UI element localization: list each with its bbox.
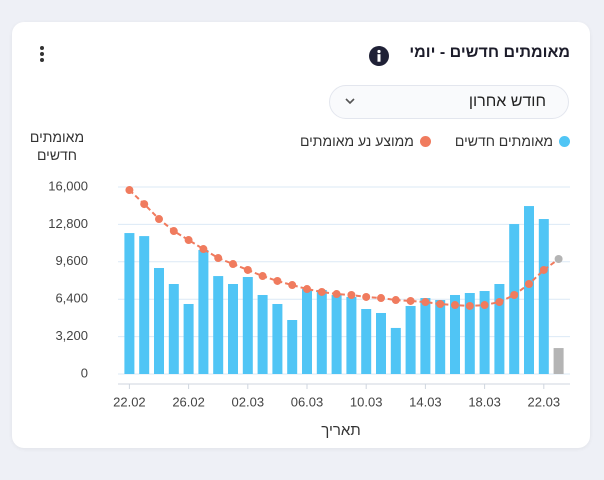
- line-point: [436, 299, 445, 308]
- x-tick-label: 10.03: [350, 394, 383, 409]
- line-point: [347, 290, 356, 299]
- line-point: [199, 245, 208, 254]
- bar: [420, 298, 431, 374]
- bar: [435, 300, 446, 374]
- bar: [450, 294, 460, 374]
- bar: [213, 276, 224, 374]
- line-point: [214, 254, 223, 263]
- line-point: [184, 236, 193, 245]
- line-point: [155, 215, 163, 224]
- y-tick-label: 0: [81, 365, 88, 380]
- x-tick-label: 26.02: [172, 394, 205, 409]
- line-point: [421, 298, 430, 307]
- period-dropdown[interactable]: חודש אחרון: [329, 85, 569, 119]
- line-point: [169, 227, 178, 236]
- line-point: [406, 296, 415, 305]
- line-point: [495, 298, 504, 307]
- chevron: [345, 98, 355, 105]
- bar: [390, 327, 401, 374]
- bar: [509, 224, 520, 374]
- line-point: [243, 265, 252, 274]
- bar: [272, 303, 283, 374]
- bar: [538, 219, 549, 374]
- line-point: [451, 301, 459, 310]
- bar: [464, 293, 475, 374]
- bar: [154, 267, 164, 374]
- card: 0 3,200 6,400 9,600 12,800 16,000 22.02 26.02 02…: [12, 22, 590, 448]
- y-tick-label: 6,400: [55, 291, 88, 306]
- bar: [361, 309, 372, 374]
- bar: [257, 294, 268, 374]
- bar: [346, 296, 357, 374]
- bar: [316, 289, 327, 374]
- bar: [479, 291, 490, 374]
- line-point: [539, 265, 548, 274]
- y-tick-label: 16,000: [48, 178, 88, 193]
- x-tick-label: 18.03: [468, 394, 501, 409]
- bar: [524, 206, 534, 374]
- bar: [124, 233, 135, 374]
- line-point: [525, 280, 533, 289]
- line-point: [510, 290, 519, 299]
- y-tick-label: 9,600: [55, 253, 88, 268]
- menu-button[interactable]: [36, 44, 48, 64]
- line-point: [377, 294, 385, 303]
- line-point: [332, 290, 341, 299]
- bar: [228, 284, 238, 374]
- legend-label: ממוצע נע מאומתים: [299, 133, 414, 149]
- chart-title: מאומתים חדשים - יומי: [409, 44, 570, 61]
- legend-label: מאומתים חדשים: [454, 133, 553, 149]
- line-point: [288, 281, 297, 290]
- legend-swatch: [419, 135, 431, 147]
- line-point: [229, 260, 237, 269]
- line-point: [125, 186, 134, 195]
- bar: [553, 348, 564, 374]
- bar: [198, 249, 209, 374]
- line: [128, 189, 560, 307]
- bar: [287, 320, 298, 374]
- x-axis-title: תאריך: [321, 422, 361, 439]
- x-tick-label: 14.03: [409, 394, 442, 409]
- line-point: [465, 301, 474, 310]
- y-tick-label: 12,800: [48, 216, 88, 231]
- bar: [405, 305, 416, 374]
- line-point: [317, 287, 326, 296]
- bar: [139, 236, 150, 374]
- legend-swatch: [559, 135, 570, 147]
- x-tick-label: 22.02: [113, 394, 146, 409]
- x-tick-label: 22.03: [528, 394, 561, 409]
- bar: [242, 276, 253, 374]
- bar: [302, 289, 312, 374]
- line-point: [140, 200, 149, 209]
- bar: [376, 312, 386, 374]
- legend-item[interactable]: מאומתים חדשים: [455, 133, 570, 149]
- y-tick-label: 3,200: [55, 328, 88, 343]
- legend-item[interactable]: ממוצע נע מאומתים: [300, 133, 431, 149]
- line-point: [258, 272, 267, 281]
- y-axis-title: מאומתים חדשים: [29, 129, 85, 163]
- bar: [494, 284, 505, 374]
- line-point: [273, 276, 282, 285]
- x-tick-label: 02.03: [232, 394, 265, 409]
- bar: [331, 294, 342, 374]
- line-point: [391, 296, 400, 305]
- chart: 0 3,200 6,400 9,600 12,800 16,000 22.02 26.02 02…: [48, 178, 570, 409]
- line-point: [303, 285, 311, 294]
- info-icon[interactable]: [369, 46, 389, 66]
- dropdown-label: חודש אחרון: [468, 93, 546, 110]
- bar: [168, 284, 179, 374]
- line-point: [554, 254, 563, 263]
- x-tick-label: 06.03: [291, 394, 324, 409]
- legend: מאומתים חדשים ממוצע נע מאומתים: [300, 133, 570, 149]
- line-point: [362, 292, 371, 301]
- bar: [183, 303, 194, 374]
- line-point: [480, 301, 489, 310]
